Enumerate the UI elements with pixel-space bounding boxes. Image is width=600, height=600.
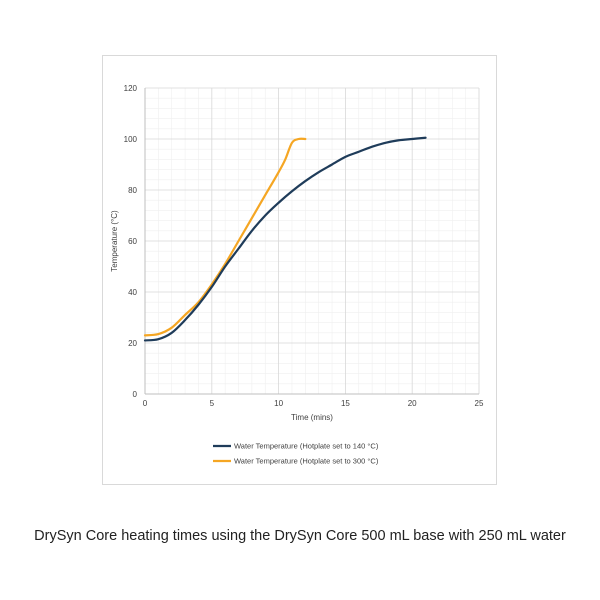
figure-caption: DrySyn Core heating times using the DryS…	[34, 528, 566, 544]
y-tick-label: 20	[128, 339, 137, 348]
legend: Water Temperature (Hotplate set to 140 °…	[213, 442, 379, 466]
x-tick-label: 5	[210, 399, 215, 408]
y-tick-labels: 0 20 40 60 80 100 120	[124, 84, 138, 399]
x-axis-title: Time (mins)	[291, 413, 333, 422]
legend-label-140: Water Temperature (Hotplate set to 140 °…	[234, 442, 379, 451]
chart-frame: 0 20 40 60 80 100 120 0 5 10 15 20 25 Time (mins) T…	[102, 55, 497, 485]
y-tick-label: 100	[124, 135, 138, 144]
major-grid	[144, 87, 480, 395]
legend-label-300: Water Temperature (Hotplate set to 300 °…	[234, 457, 379, 466]
x-tick-label: 25	[475, 399, 484, 408]
y-axis-title: Temperature (°C)	[110, 210, 119, 272]
x-tick-label: 15	[341, 399, 350, 408]
x-tick-labels: 0 5 10 15 20 25	[143, 399, 484, 408]
x-tick-label: 0	[143, 399, 148, 408]
series-line-140	[143, 136, 427, 342]
y-tick-label: 40	[128, 288, 137, 297]
axes	[144, 88, 479, 395]
x-tick-label: 20	[408, 399, 417, 408]
series-lines	[143, 136, 427, 342]
y-tick-label: 0	[133, 390, 138, 399]
line-chart: 0 20 40 60 80 100 120 0 5 10 15 20 25 Time (mins) T…	[110, 84, 484, 466]
series-line-300	[143, 137, 307, 337]
y-tick-label: 60	[128, 237, 137, 246]
y-tick-label: 80	[128, 186, 137, 195]
x-tick-label: 10	[274, 399, 283, 408]
y-tick-label: 120	[124, 84, 138, 93]
